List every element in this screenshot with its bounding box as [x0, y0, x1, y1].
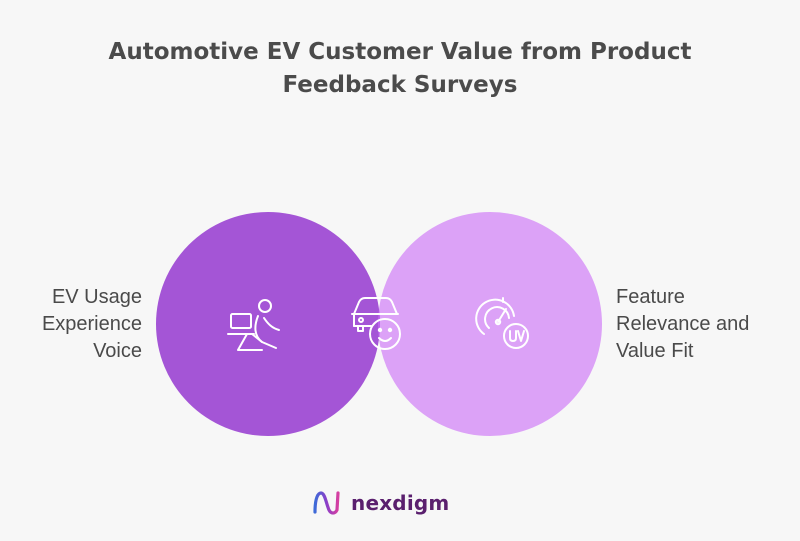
- left-label-line-3: Voice: [93, 340, 142, 362]
- left-label-line-1: EV Usage: [51, 286, 142, 308]
- car-with-smiley-icon: [351, 297, 401, 350]
- right-label-line-1: Feature: [616, 286, 685, 308]
- logo-text: nexdigm: [351, 491, 450, 515]
- nexdigm-logo-icon: [313, 491, 340, 515]
- uv-gauge-icon: [475, 297, 529, 349]
- right-label-line-3: Value Fit: [616, 340, 694, 362]
- title-line-2: Feedback Surveys: [282, 72, 518, 98]
- diagram-title: Automotive EV Customer Value from Produc…: [0, 36, 800, 102]
- left-label-line-2: Experience: [41, 313, 142, 335]
- right-label-line-2: Relevance and: [616, 313, 750, 335]
- person-with-laptop-icon: [227, 299, 280, 351]
- title-line-1: Automotive EV Customer Value from Produc…: [108, 39, 692, 65]
- right-circle: [378, 212, 602, 436]
- left-set-label: EV Usage Experience Voice: [42, 284, 142, 365]
- nexdigm-logo: nexdigm: [311, 486, 449, 520]
- right-set-label: Feature Relevance and Value Fit: [616, 284, 749, 365]
